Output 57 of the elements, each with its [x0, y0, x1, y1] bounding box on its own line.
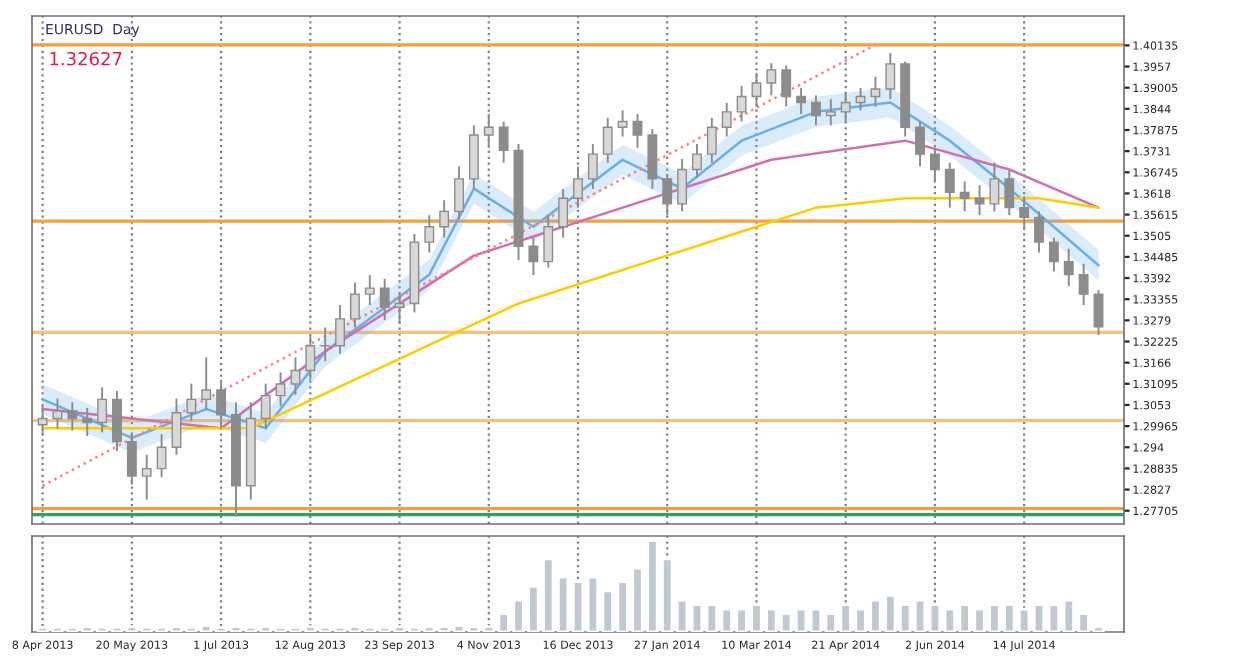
candlestick	[885, 52, 896, 101]
candlestick	[171, 397, 182, 456]
candlestick	[67, 401, 78, 432]
candlestick	[1078, 262, 1089, 306]
candlestick	[1063, 247, 1074, 288]
candlestick	[692, 143, 702, 179]
line-series	[41, 197, 1100, 430]
candlestick	[602, 116, 613, 164]
candlestick	[424, 214, 435, 254]
candlestick	[498, 120, 509, 164]
candlestick	[766, 62, 777, 97]
candlestick	[97, 386, 108, 434]
candlestick	[275, 371, 286, 408]
candlestick	[811, 94, 821, 127]
candlestick	[796, 86, 807, 116]
candlestick	[112, 390, 122, 452]
candlestick	[706, 116, 717, 164]
candlestick	[617, 109, 628, 138]
candlestick	[558, 187, 569, 239]
candlestick	[677, 158, 688, 213]
candlestick	[260, 382, 271, 430]
candlestick	[632, 113, 643, 149]
candlestick	[989, 161, 1000, 213]
candlestick	[349, 281, 360, 329]
candlestick	[781, 64, 792, 108]
candlestick	[186, 382, 197, 423]
candlestick	[201, 356, 212, 411]
candlestick	[959, 180, 970, 213]
candlestick	[364, 274, 375, 306]
candlestick	[647, 128, 658, 190]
candlestick	[825, 98, 836, 127]
candlestick	[974, 184, 985, 217]
candlestick	[721, 101, 732, 138]
candlestick	[736, 85, 747, 123]
candlestick	[439, 199, 450, 239]
candlestick	[335, 304, 345, 355]
candlestick	[855, 86, 866, 112]
candlestick	[944, 161, 955, 209]
candlestick	[468, 124, 479, 190]
candlestick	[528, 236, 539, 277]
candlestick	[379, 277, 390, 321]
candlestick	[454, 165, 464, 220]
annotation: 1.32627	[50, 51, 122, 66]
candlestick	[1093, 289, 1104, 336]
candlestick	[156, 433, 167, 479]
candlestick	[290, 356, 301, 396]
candlestick	[52, 397, 63, 430]
candlestick	[82, 406, 93, 437]
candlestick	[1034, 210, 1044, 254]
candlestick	[1004, 169, 1015, 217]
candlestick	[587, 143, 598, 190]
candlestick	[320, 326, 331, 363]
candlestick	[141, 453, 152, 501]
candlestick	[915, 120, 925, 168]
candlestick	[543, 214, 554, 269]
candlestick	[1048, 236, 1059, 273]
candlestick	[870, 75, 881, 108]
